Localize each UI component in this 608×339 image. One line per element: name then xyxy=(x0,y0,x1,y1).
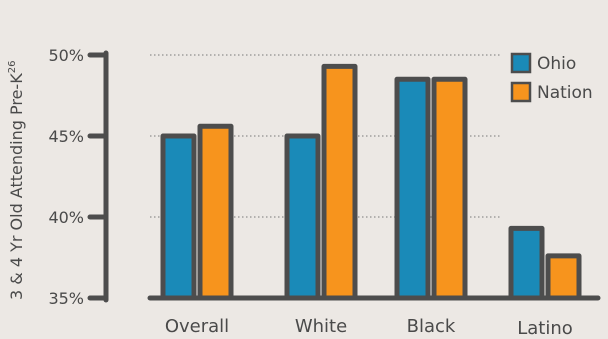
legend-label-nation: Nation xyxy=(537,83,593,103)
category-label: Overall xyxy=(165,316,229,337)
bar-nation-white xyxy=(321,63,358,301)
legend: Ohio Nation xyxy=(510,52,593,103)
legend-swatch-ohio xyxy=(510,52,532,74)
y-axis-title: 3 & 4 Yr Old Attending Pre-K26 xyxy=(7,61,26,300)
y-tick-label: 45% xyxy=(48,127,84,146)
legend-label-ohio: Ohio xyxy=(537,54,576,74)
y-axis-title-superscript: 26 xyxy=(7,61,18,74)
bar-ohio-white xyxy=(284,133,321,301)
category-label: Latino xyxy=(517,318,573,339)
y-tick-label: 40% xyxy=(48,208,84,227)
bar-ohio-latino xyxy=(508,225,545,301)
bar-nation-black xyxy=(431,76,468,301)
y-tick-label: 50% xyxy=(48,46,84,65)
y-axis-title-text: 3 & 4 Yr Old Attending Pre-K xyxy=(7,73,26,300)
category-label: White xyxy=(295,316,347,337)
bar-ohio-overall xyxy=(160,133,197,301)
category-labels: Overall White Black Latino xyxy=(165,316,573,339)
bar-ohio-black xyxy=(394,76,431,301)
bar-nation-latino xyxy=(545,253,582,301)
category-label: Black xyxy=(407,316,456,337)
legend-swatch-nation xyxy=(510,81,532,103)
bars xyxy=(160,63,582,301)
y-axis: 50% 45% 40% 35% xyxy=(48,46,109,308)
bar-nation-overall xyxy=(197,123,234,301)
y-tick-label: 35% xyxy=(48,289,84,308)
